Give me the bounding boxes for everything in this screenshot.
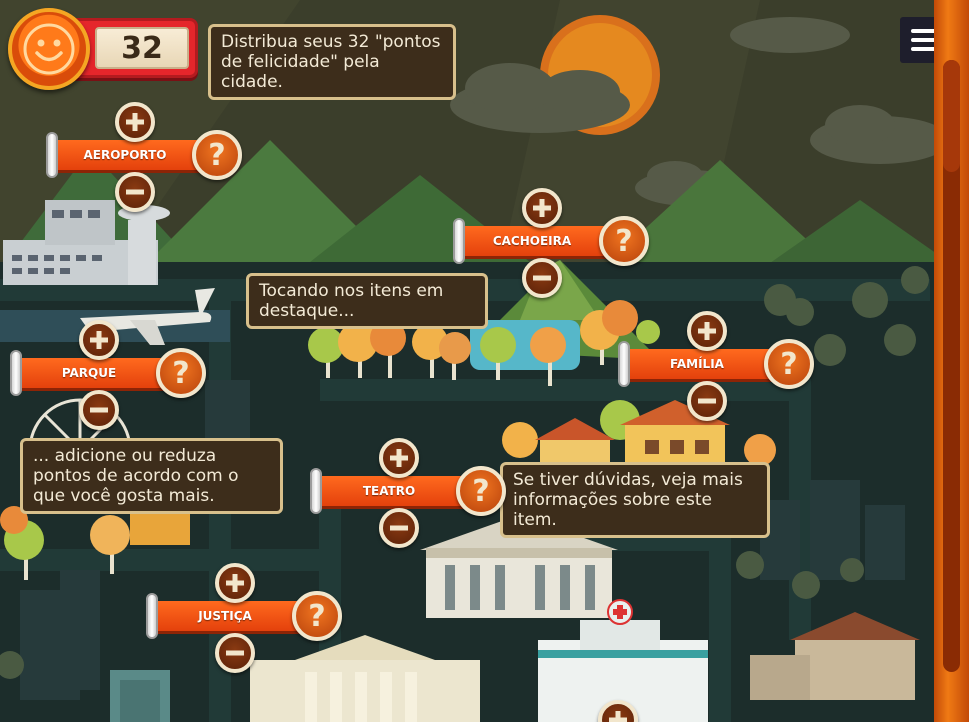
smiley-icon (8, 8, 90, 90)
points-gauge (453, 218, 465, 264)
item-parque: PARQUE ? (10, 320, 216, 472)
remove-points-button[interactable] (215, 633, 255, 673)
add-points-button[interactable] (379, 438, 419, 478)
minus-icon (698, 398, 716, 404)
instruction-tap: Tocando nos itens em destaque... (246, 273, 488, 329)
points-gauge (146, 593, 158, 639)
instruction-help: Se tiver dúvidas, veja mais informações … (500, 462, 770, 538)
help-button[interactable]: ? (192, 130, 242, 180)
add-points-button[interactable] (115, 102, 155, 142)
help-button[interactable]: ? (764, 339, 814, 389)
scrollbar-groove (943, 60, 960, 672)
remove-points-button[interactable] (379, 508, 419, 548)
points-gauge (618, 341, 630, 387)
points-gauge (10, 350, 22, 396)
add-points-button[interactable] (687, 311, 727, 351)
item-aeroporto: AEROPORTO ? (46, 102, 252, 254)
help-button[interactable]: ? (292, 591, 342, 641)
remove-points-button[interactable] (79, 390, 119, 430)
instruction-intro: Distribua seus 32 "pontos de felicidade"… (208, 24, 456, 100)
scrollbar-thumb[interactable] (943, 60, 960, 172)
score-value: 32 (95, 27, 189, 69)
minus-icon (126, 189, 144, 195)
plus-icon (609, 711, 627, 722)
help-button[interactable]: ? (156, 348, 206, 398)
item-cachoeira: CACHOEIRA ? (453, 188, 659, 340)
add-points-button[interactable] (79, 320, 119, 360)
plus-icon (698, 322, 716, 340)
instruction-adjust: ... adicione ou reduza pontos de acordo … (20, 438, 283, 514)
trees (0, 266, 929, 679)
plus-icon (126, 113, 144, 131)
happiness-score: 32 (8, 8, 198, 90)
remove-points-button[interactable] (687, 381, 727, 421)
item-justica: JUSTIÇA ? (146, 563, 352, 715)
minus-icon (90, 407, 108, 413)
plus-icon (226, 574, 244, 592)
justice-building (250, 635, 480, 722)
airport-building (3, 200, 170, 285)
plus-icon (90, 331, 108, 349)
plus-icon (533, 199, 551, 217)
help-button[interactable]: ? (599, 216, 649, 266)
remove-points-button[interactable] (522, 258, 562, 298)
houses-bottom-right (750, 612, 920, 700)
minus-icon (533, 275, 551, 281)
item-familia: FAMÍLIA ? (618, 311, 824, 463)
minus-icon (390, 525, 408, 531)
help-button[interactable]: ? (456, 466, 506, 516)
add-points-button-hospital[interactable] (598, 700, 638, 722)
add-points-button[interactable] (522, 188, 562, 228)
remove-points-button[interactable] (115, 172, 155, 212)
plus-icon (390, 449, 408, 467)
points-gauge (46, 132, 58, 178)
add-points-button[interactable] (215, 563, 255, 603)
item-teatro: TEATRO ? (310, 438, 516, 590)
minus-icon (226, 650, 244, 656)
points-gauge (310, 468, 322, 514)
score-panel: 32 (68, 18, 198, 78)
left-bottom-building (110, 670, 170, 722)
